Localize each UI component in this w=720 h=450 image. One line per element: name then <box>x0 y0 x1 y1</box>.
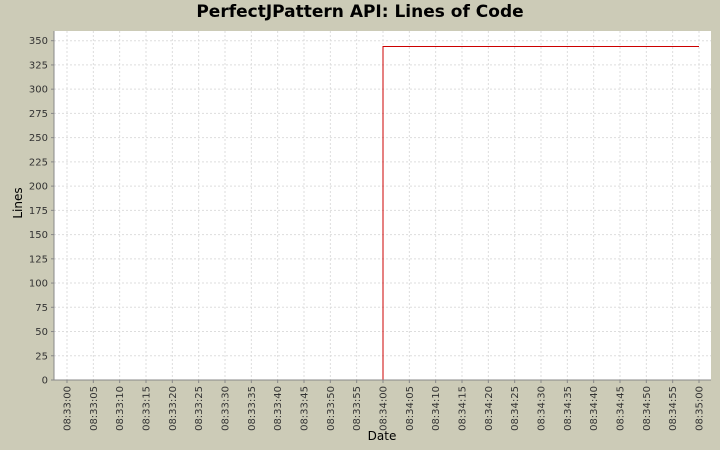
x-tick-label: 08:33:05 <box>89 386 100 431</box>
y-tick-label: 100 <box>29 279 48 290</box>
y-tick-label: 125 <box>29 254 48 265</box>
y-tick-label: 150 <box>29 230 48 241</box>
x-tick-label: 08:34:35 <box>563 386 574 431</box>
x-tick-label: 08:33:00 <box>63 386 74 431</box>
y-tick-label: 300 <box>29 85 48 96</box>
y-tick-label: 250 <box>29 133 48 144</box>
y-tick-label: 275 <box>29 109 48 120</box>
x-tick-label: 08:34:20 <box>484 386 495 431</box>
x-tick-label: 08:33:55 <box>352 386 363 431</box>
x-tick-label: 08:35:00 <box>695 386 706 431</box>
x-tick-label: 08:33:35 <box>247 386 258 431</box>
x-tick-label: 08:33:50 <box>326 386 337 431</box>
y-tick-label: 50 <box>35 327 48 338</box>
x-tick-label: 08:34:10 <box>431 386 442 431</box>
x-tick-label: 08:33:25 <box>194 386 205 431</box>
x-tick-label: 08:34:55 <box>668 386 679 431</box>
y-tick-label: 350 <box>29 36 48 47</box>
x-tick-label: 08:33:45 <box>300 386 311 431</box>
x-tick-label: 08:34:15 <box>458 386 469 431</box>
y-axis-label: Lines <box>11 187 25 218</box>
y-tick-label: 200 <box>29 182 48 193</box>
y-tick-label: 25 <box>35 351 48 362</box>
x-tick-label: 08:33:20 <box>168 386 179 431</box>
x-tick-label: 08:33:30 <box>221 386 232 431</box>
x-tick-label: 08:33:40 <box>273 386 284 431</box>
y-tick-label: 325 <box>29 60 48 71</box>
y-tick-label: 225 <box>29 157 48 168</box>
x-tick-label: 08:34:30 <box>537 386 548 431</box>
x-tick-label: 08:34:00 <box>379 386 390 431</box>
x-tick-label: 08:33:10 <box>115 386 126 431</box>
chart-title: PerfectJPattern API: Lines of Code <box>196 2 524 22</box>
x-axis-label: Date <box>368 429 397 443</box>
y-tick-label: 175 <box>29 206 48 217</box>
y-tick-label: 75 <box>35 303 48 314</box>
x-tick-label: 08:34:05 <box>405 386 416 431</box>
x-tick-label: 08:33:15 <box>142 386 153 431</box>
x-tick-label: 08:34:50 <box>642 386 653 431</box>
x-tick-label: 08:34:25 <box>510 386 521 431</box>
x-tick-label: 08:34:40 <box>589 386 600 431</box>
y-ticks: 0 25 50 75 100 125 150 175 200 225 250 275 300 325 350 <box>29 36 54 387</box>
x-ticks: 08:33:00 08:33:05 08:33:10 08:33:15 08:33:20… <box>63 380 706 431</box>
x-tick-label: 08:34:45 <box>616 386 627 431</box>
y-tick-label: 0 <box>42 376 48 387</box>
